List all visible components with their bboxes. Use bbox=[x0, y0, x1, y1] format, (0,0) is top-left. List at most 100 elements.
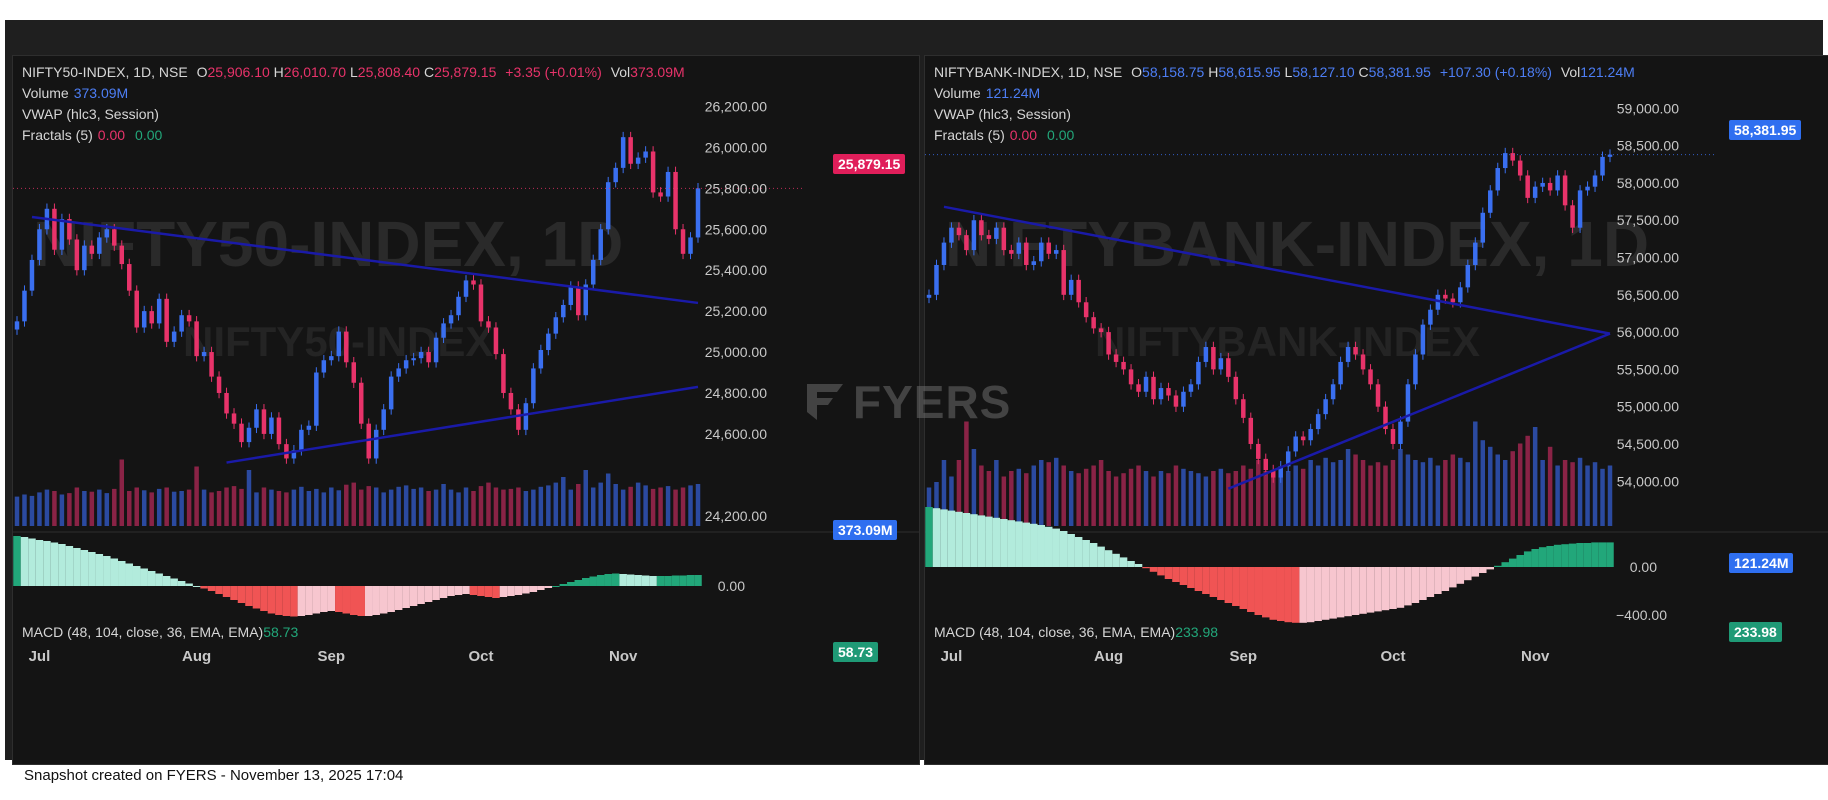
volume-bar bbox=[1121, 473, 1126, 526]
volume-indicator-row[interactable]: Volume 121.24M bbox=[934, 83, 1635, 104]
y-axis-tick-label: 26,000.00 bbox=[705, 139, 767, 155]
candle-body bbox=[358, 382, 364, 424]
candle-body bbox=[463, 280, 469, 297]
macd-bar bbox=[1157, 567, 1165, 576]
nifty50-symbol[interactable]: NIFTY50-INDEX, 1D, NSE bbox=[22, 64, 188, 80]
candle-body bbox=[1226, 358, 1231, 377]
macd-indicator-row[interactable]: MACD (48, 104, close, 36, EMA, EMA)58.73 bbox=[22, 624, 298, 640]
macd-bar bbox=[649, 576, 657, 586]
volume-bar bbox=[1001, 476, 1007, 526]
volume-bar bbox=[1285, 471, 1291, 526]
macd-bar bbox=[1262, 567, 1270, 618]
candle-body bbox=[149, 311, 154, 324]
volume-bar bbox=[1465, 462, 1471, 526]
niftybank-chart-svg[interactable]: NIFTYBANK-INDEX, 1DNIFTYBANK-INDEX59,000… bbox=[925, 56, 1828, 765]
macd-bar bbox=[1329, 567, 1337, 619]
candle-body bbox=[261, 409, 267, 434]
macd-bar bbox=[95, 554, 104, 586]
y-axis-tick-label: 25,200.00 bbox=[705, 303, 767, 319]
candle-body bbox=[14, 321, 20, 330]
volume-bar bbox=[1136, 465, 1141, 526]
candle-body bbox=[82, 245, 87, 271]
volume-bar bbox=[74, 487, 80, 526]
candle-body bbox=[1300, 436, 1306, 441]
volume-bar bbox=[456, 492, 461, 526]
volume-value: 121.24M bbox=[985, 85, 1041, 101]
macd-bar bbox=[192, 586, 201, 587]
volume-bar bbox=[1158, 471, 1164, 526]
volume-bar bbox=[1383, 465, 1388, 526]
low-value: 58,127.10 bbox=[1292, 64, 1355, 80]
candle-body bbox=[329, 356, 334, 361]
niftybank-symbol[interactable]: NIFTYBANK-INDEX, 1D, NSE bbox=[934, 64, 1123, 80]
macd-bar bbox=[342, 586, 351, 614]
macd-bar bbox=[432, 586, 440, 600]
y-axis-tick-label: 54,500.00 bbox=[1617, 436, 1679, 452]
volume-bar bbox=[1390, 460, 1396, 526]
candle-body bbox=[673, 171, 678, 230]
candle-body bbox=[119, 245, 125, 265]
macd-bar bbox=[641, 575, 650, 586]
volume-bar bbox=[643, 485, 648, 526]
fractals-indicator-row[interactable]: Fractals (5) 0.00 0.00 bbox=[22, 125, 685, 146]
volume-bar bbox=[1248, 468, 1254, 526]
macd-bar bbox=[387, 586, 395, 612]
macd-bar bbox=[492, 586, 500, 598]
macd-bar bbox=[58, 544, 66, 586]
candle-body bbox=[1113, 354, 1119, 362]
volume-indicator-row[interactable]: Volume 373.09M bbox=[22, 83, 685, 104]
volume-bar bbox=[433, 489, 439, 526]
y-axis-tick-label: 54,000.00 bbox=[1617, 473, 1679, 489]
vwap-indicator-row[interactable]: VWAP (hlc3, Session) bbox=[934, 104, 1635, 125]
candle-body bbox=[1495, 168, 1500, 191]
macd-bar bbox=[1232, 567, 1240, 606]
macd-bar bbox=[544, 586, 553, 588]
macd-zero-label: 0.00 bbox=[718, 578, 745, 594]
volume-bar bbox=[1053, 457, 1059, 526]
macd-indicator-row[interactable]: MACD (48, 104, close, 36, EMA, EMA)233.9… bbox=[934, 624, 1218, 640]
volume-bar bbox=[1525, 435, 1530, 526]
open-value: 58,158.75 bbox=[1142, 64, 1205, 80]
volume-bar bbox=[956, 460, 962, 526]
candle-body bbox=[284, 444, 289, 459]
volume-bar bbox=[1570, 462, 1575, 526]
macd-bar bbox=[1381, 567, 1390, 611]
candle-body bbox=[104, 229, 110, 238]
macd-bar bbox=[260, 586, 268, 611]
x-axis-tick-label: Aug bbox=[182, 648, 211, 665]
macd-bar bbox=[1082, 540, 1090, 567]
candle-body bbox=[986, 235, 992, 239]
volume-bar bbox=[1562, 460, 1568, 526]
candle-body bbox=[1413, 354, 1418, 385]
macd-bar bbox=[439, 586, 448, 598]
price-tag: 58,381.95 bbox=[1729, 120, 1802, 140]
volume-bar bbox=[119, 459, 125, 526]
macd-bar bbox=[1217, 567, 1225, 600]
volume-bar bbox=[1532, 427, 1538, 526]
macd-bar bbox=[350, 586, 358, 615]
nifty50-chart-panel[interactable]: NIFTY50-INDEX, 1D NIFTY50-INDEX 26,200.00 2… bbox=[12, 55, 920, 765]
fractals-indicator-row[interactable]: Fractals (5) 0.00 0.00 bbox=[934, 125, 1635, 146]
macd-bar bbox=[1119, 557, 1128, 567]
macd-bar bbox=[1591, 542, 1599, 567]
macd-bar bbox=[1606, 542, 1614, 567]
candle-body bbox=[1315, 414, 1321, 430]
nifty50-legend: NIFTY50-INDEX, 1D, NSE O25,906.10 H26,01… bbox=[22, 62, 685, 146]
macd-bar bbox=[671, 575, 680, 586]
candle-body bbox=[1068, 279, 1074, 295]
vwap-indicator-row[interactable]: VWAP (hlc3, Session) bbox=[22, 104, 685, 125]
macd-bar bbox=[499, 586, 508, 597]
niftybank-chart-panel[interactable]: NIFTYBANK-INDEX, 1D NIFTYBANK-INDEX 59,000… bbox=[924, 55, 1828, 765]
volume-bar bbox=[1113, 476, 1119, 526]
macd-bar bbox=[1104, 550, 1113, 567]
volume-bar bbox=[1278, 476, 1283, 526]
nifty50-chart-svg[interactable]: NIFTY50-INDEX, 1DNIFTY50-INDEX26,200.002… bbox=[13, 56, 920, 765]
macd-bar bbox=[118, 561, 126, 586]
candle-body bbox=[1338, 361, 1343, 385]
open-label: O bbox=[196, 64, 208, 80]
candle-body bbox=[1158, 388, 1164, 400]
candle-body bbox=[1428, 309, 1433, 325]
macd-bar bbox=[1022, 522, 1031, 567]
macd-bar bbox=[447, 586, 455, 596]
macd-bar bbox=[1015, 521, 1023, 567]
